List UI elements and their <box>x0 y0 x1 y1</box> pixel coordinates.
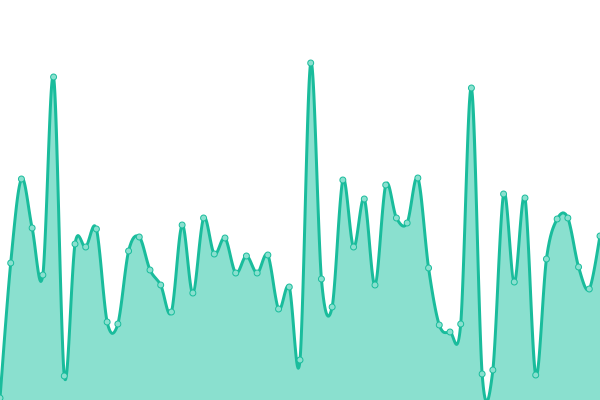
data-point-48 <box>510 278 518 286</box>
data-point-32 <box>339 176 347 184</box>
data-point-40 <box>425 264 433 272</box>
data-point-6 <box>60 372 68 380</box>
data-point-9 <box>92 225 100 233</box>
data-point-51 <box>542 255 550 263</box>
data-point-33 <box>350 243 358 251</box>
data-point-13 <box>135 233 143 241</box>
data-point-18 <box>189 289 197 297</box>
data-point-28 <box>296 356 304 364</box>
data-point-21 <box>221 234 229 242</box>
data-point-37 <box>392 214 400 222</box>
data-point-25 <box>264 251 272 259</box>
data-point-38 <box>403 219 411 227</box>
data-point-27 <box>285 283 293 291</box>
data-point-15 <box>157 281 165 289</box>
data-point-22 <box>232 269 240 277</box>
data-point-31 <box>328 303 336 311</box>
data-point-29 <box>307 59 315 67</box>
data-point-24 <box>253 269 261 277</box>
data-point-49 <box>521 194 529 202</box>
data-point-1 <box>7 259 15 267</box>
data-point-8 <box>82 243 90 251</box>
data-point-36 <box>382 181 390 189</box>
data-point-30 <box>317 275 325 283</box>
data-point-2 <box>17 175 25 183</box>
data-point-41 <box>435 321 443 329</box>
data-point-14 <box>146 266 154 274</box>
data-point-44 <box>467 84 475 92</box>
data-point-42 <box>446 328 454 336</box>
data-point-7 <box>71 240 79 248</box>
data-point-47 <box>500 190 508 198</box>
data-point-16 <box>167 308 175 316</box>
data-points <box>0 59 600 400</box>
data-point-19 <box>200 214 208 222</box>
data-point-55 <box>585 285 593 293</box>
data-point-39 <box>414 174 422 182</box>
data-point-26 <box>275 305 283 313</box>
data-point-23 <box>242 252 250 260</box>
data-point-54 <box>575 263 583 271</box>
data-point-4 <box>39 271 47 279</box>
data-point-3 <box>28 224 36 232</box>
data-point-56 <box>596 232 600 240</box>
data-point-0 <box>0 394 4 400</box>
data-point-10 <box>103 318 111 326</box>
data-point-20 <box>210 250 218 258</box>
data-point-35 <box>371 281 379 289</box>
data-point-45 <box>478 370 486 378</box>
data-point-46 <box>489 366 497 374</box>
data-point-5 <box>50 73 58 81</box>
data-point-53 <box>564 214 572 222</box>
area-fill <box>0 62 600 400</box>
data-point-17 <box>178 221 186 229</box>
data-point-11 <box>114 320 122 328</box>
data-point-34 <box>360 195 368 203</box>
data-point-52 <box>553 215 561 223</box>
data-point-43 <box>457 320 465 328</box>
data-point-50 <box>532 371 540 379</box>
data-point-12 <box>125 247 133 255</box>
